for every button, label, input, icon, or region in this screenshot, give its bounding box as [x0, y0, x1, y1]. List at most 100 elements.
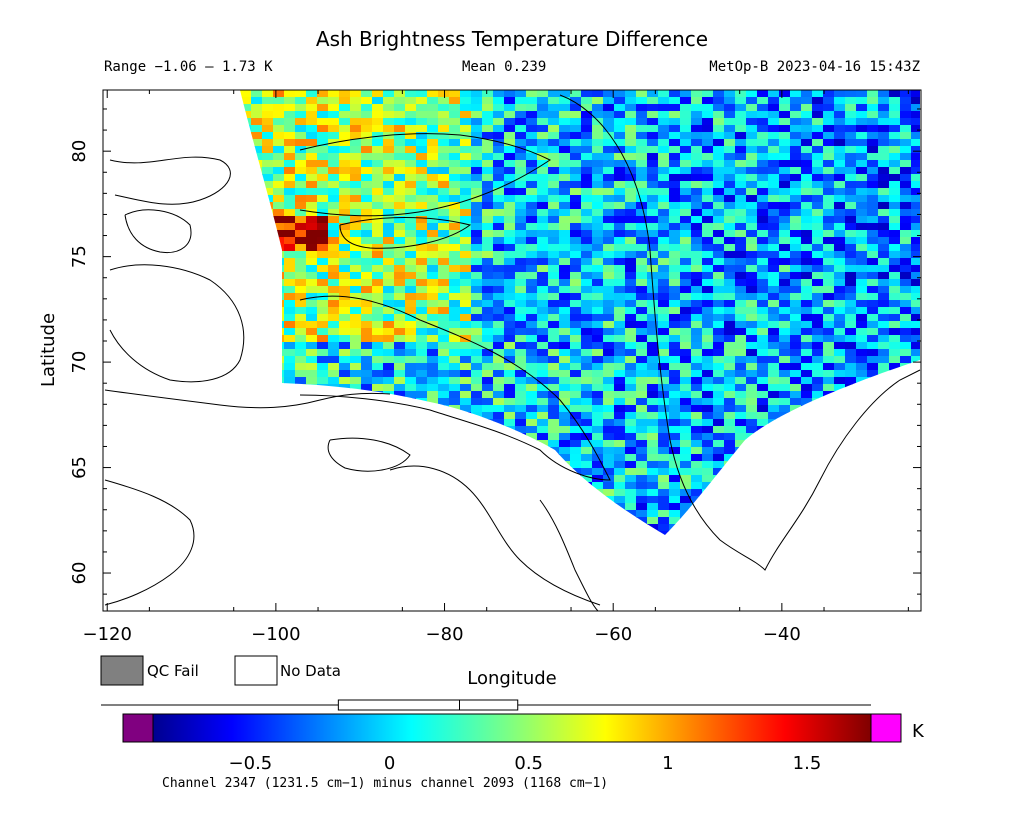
- swath-pixel: [801, 307, 813, 315]
- swath-pixel: [405, 181, 417, 189]
- swath-pixel: [350, 475, 362, 483]
- swath-pixel: [460, 391, 472, 399]
- swath-pixel: [284, 531, 296, 535]
- ellesmere-coast: [299, 133, 551, 217]
- swath-pixel: [416, 433, 428, 441]
- swath-pixel: [482, 195, 494, 203]
- swath-pixel: [900, 503, 912, 511]
- swath-pixel: [713, 433, 725, 441]
- swath-pixel: [537, 293, 549, 301]
- swath-pixel: [867, 237, 879, 245]
- swath-pixel: [735, 139, 747, 147]
- swath-pixel: [614, 321, 626, 329]
- swath-pixel: [405, 90, 417, 98]
- swath-pixel: [768, 209, 780, 217]
- swath-pixel: [537, 405, 549, 413]
- swath-pixel: [273, 272, 285, 280]
- swath-pixel: [581, 258, 593, 266]
- swath-pixel: [416, 300, 428, 308]
- swath-pixel: [416, 132, 428, 140]
- swath-pixel: [559, 342, 571, 350]
- swath-pixel: [482, 293, 494, 301]
- swath-pixel: [251, 475, 263, 483]
- swath-pixel: [757, 125, 769, 133]
- swath-pixel: [482, 174, 494, 182]
- swath-pixel: [427, 272, 439, 280]
- swath-pixel: [284, 104, 296, 112]
- swath-pixel: [603, 188, 615, 196]
- swath-pixel: [581, 181, 593, 189]
- swath-pixel: [548, 258, 560, 266]
- swath-pixel: [735, 440, 747, 448]
- swath-pixel: [515, 475, 527, 483]
- swath-pixel: [900, 244, 912, 252]
- swath-pixel: [273, 440, 285, 448]
- swath-pixel: [625, 118, 637, 126]
- swath-pixel: [251, 328, 263, 336]
- swath-pixel: [680, 125, 692, 133]
- swath-pixel: [867, 419, 879, 427]
- swath-pixel: [416, 370, 428, 378]
- swath-pixel: [394, 97, 406, 105]
- swath-pixel: [735, 475, 747, 483]
- swath-pixel: [394, 272, 406, 280]
- swath-pixel: [647, 104, 659, 112]
- swath-pixel: [636, 279, 648, 287]
- swath-pixel: [856, 440, 868, 448]
- swath-pixel: [570, 125, 582, 133]
- swath-pixel: [306, 111, 318, 119]
- swath-pixel: [845, 419, 857, 427]
- swath-pixel: [680, 475, 692, 483]
- swath-pixel: [735, 223, 747, 231]
- swath-pixel: [680, 272, 692, 280]
- swath-pixel: [867, 314, 879, 322]
- swath-pixel: [339, 202, 351, 210]
- swath-pixel: [713, 314, 725, 322]
- swath-pixel: [867, 125, 879, 133]
- swath-pixel: [251, 391, 263, 399]
- swath-pixel: [757, 132, 769, 140]
- swath-pixel: [570, 538, 582, 546]
- swath-pixel: [251, 251, 263, 259]
- swath-pixel: [515, 419, 527, 427]
- swath-pixel: [328, 384, 340, 392]
- swath-pixel: [317, 349, 329, 357]
- swath-pixel: [757, 482, 769, 490]
- swath-pixel: [658, 489, 670, 497]
- swath-pixel: [361, 209, 373, 217]
- swath-pixel: [284, 160, 296, 168]
- swath-pixel: [471, 363, 483, 371]
- swath-pixel: [779, 314, 791, 322]
- swath-pixel: [240, 167, 252, 175]
- swath-pixel: [427, 209, 439, 217]
- swath-pixel: [702, 321, 714, 329]
- swath-pixel: [251, 440, 263, 448]
- swath-pixel: [823, 496, 835, 504]
- swath-pixel: [504, 195, 516, 203]
- swath-pixel: [416, 258, 428, 266]
- swath-pixel: [889, 314, 901, 322]
- swath-pixel: [240, 517, 252, 525]
- swath-pixel: [768, 118, 780, 126]
- swath-pixel: [262, 202, 274, 210]
- swath-pixel: [537, 328, 549, 336]
- swath-pixel: [878, 125, 890, 133]
- swath-pixel: [779, 384, 791, 392]
- x-axis-label: Longitude: [467, 668, 557, 689]
- swath-pixel: [889, 328, 901, 336]
- swath-pixel: [746, 503, 758, 511]
- swath-pixel: [438, 377, 450, 385]
- swath-pixel: [647, 118, 659, 126]
- swath-pixel: [372, 251, 384, 259]
- swath-pixel: [504, 125, 516, 133]
- swath-pixel: [801, 321, 813, 329]
- swath-pixel: [570, 419, 582, 427]
- swath-pixel: [724, 482, 736, 490]
- swath-pixel: [702, 398, 714, 406]
- swath-pixel: [746, 181, 758, 189]
- swath-pixel: [471, 419, 483, 427]
- swath-pixel: [878, 405, 890, 413]
- swath-pixel: [504, 265, 516, 273]
- swath-pixel: [713, 160, 725, 168]
- swath-pixel: [416, 125, 428, 133]
